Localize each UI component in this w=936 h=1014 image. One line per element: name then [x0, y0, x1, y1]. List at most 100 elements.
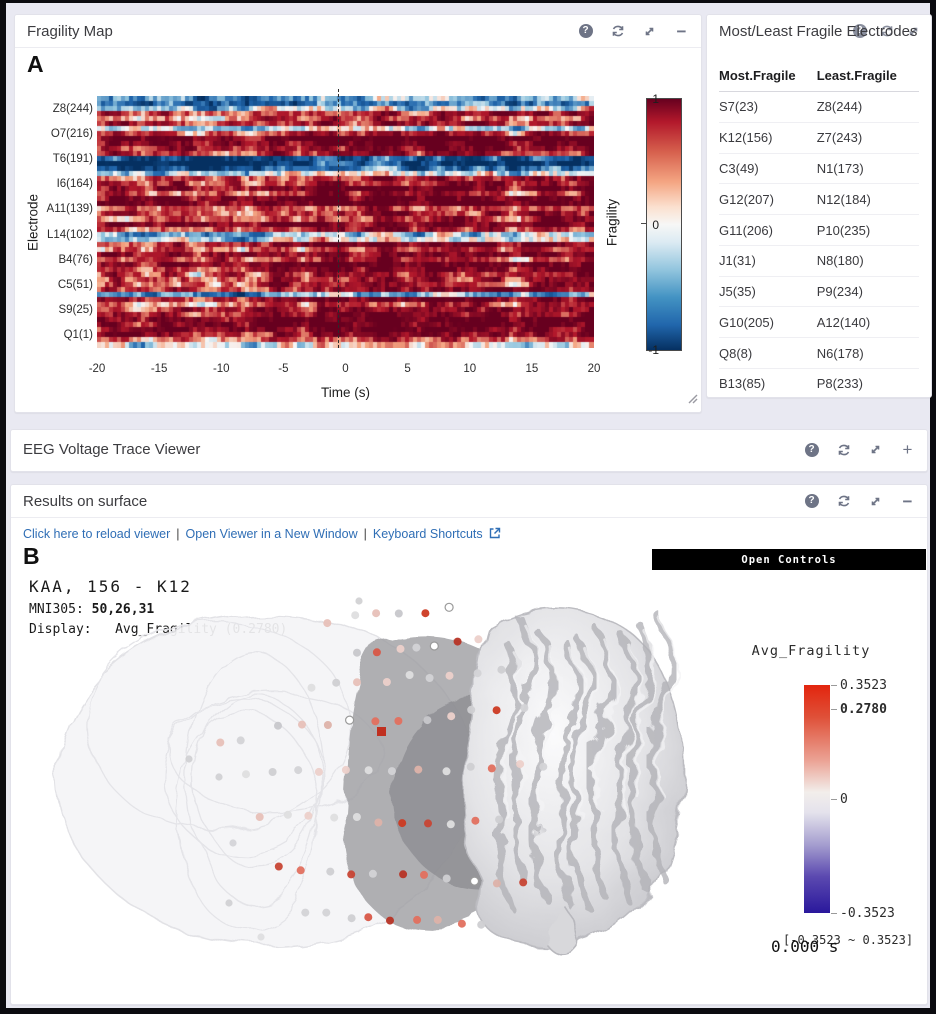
- table-row[interactable]: G12(207) N12(184): [719, 183, 919, 216]
- link-separator: |: [176, 527, 180, 541]
- eeg-viewer-header: EEG Voltage Trace Viewer ? +: [11, 430, 927, 469]
- table-row[interactable]: S7(23) Z8(244): [719, 91, 919, 123]
- resize-grip-icon[interactable]: [686, 392, 699, 410]
- least-fragile-cell: N1(173): [816, 153, 919, 185]
- colorbar-tick-label: 0: [652, 217, 659, 232]
- fragility-map-header: Fragility Map ? −: [15, 15, 701, 48]
- most-fragile-cell: K12(156): [719, 122, 817, 154]
- x-tick-label: 20: [587, 363, 601, 375]
- table-row[interactable]: J1(31) N8(180): [719, 245, 919, 277]
- most-fragile-cell: G12(207): [719, 183, 817, 216]
- table-row[interactable]: G10(205) A12(140): [719, 306, 919, 339]
- heatmap-y-axis-title: Electrode: [25, 193, 41, 252]
- open-panel-icon[interactable]: +: [902, 440, 913, 459]
- most-fragile-cell: Q8(8): [719, 337, 817, 370]
- expand-icon[interactable]: [906, 24, 921, 39]
- x-tick-label: 5: [404, 363, 411, 375]
- fragility-heatmap[interactable]: [97, 96, 594, 348]
- collapse-icon[interactable]: −: [902, 491, 913, 511]
- fragility-map-toolbar: ? −: [578, 15, 689, 47]
- section-label-a: A: [27, 51, 44, 77]
- surface-results-title: Results on surface: [23, 492, 148, 510]
- most-fragile-cell: B13(85): [719, 376, 766, 392]
- electrode-table-panel: ? Most/Least Fragile Electrodes Most.Fra…: [706, 14, 932, 398]
- y-tick-label: I6(164): [56, 178, 93, 191]
- brain-3d-viewer[interactable]: [29, 581, 691, 963]
- table-row[interactable]: J5(35) P9(234): [719, 276, 919, 308]
- surface-colorbar-tick-label: 0.3523: [840, 678, 887, 693]
- y-tick-label: L14(102): [46, 228, 93, 241]
- surface-colorbar-title: Avg_Fragility: [751, 643, 871, 659]
- table-row[interactable]: C3(49) N1(173): [719, 153, 919, 185]
- surface-colorbar-tick-label: 0.2780: [840, 702, 887, 717]
- collapse-icon[interactable]: −: [676, 21, 687, 41]
- fragile-electrodes-table: Most.Fragile Least.Fragile S7(23) Z8(244)…: [719, 61, 919, 399]
- colorbar-zero-tick: [641, 223, 646, 224]
- most-fragile-cell: G11(206): [719, 214, 817, 246]
- x-tick-label: -15: [150, 363, 168, 375]
- time-indicator: 0.000 s: [771, 937, 839, 956]
- surface-results-toolbar: ? −: [804, 485, 915, 517]
- fragility-map-title: Fragility Map: [27, 22, 113, 40]
- event-zero-line: [338, 89, 340, 348]
- electrode-table-header: ? Most/Least Fragile Electrodes: [707, 15, 931, 47]
- help-icon[interactable]: ?: [804, 494, 819, 509]
- least-fragile-cell: N6(178): [816, 337, 919, 370]
- y-tick-label: T6(191): [52, 153, 93, 165]
- refresh-icon[interactable]: [879, 24, 894, 39]
- y-tick-label: Q1(1): [63, 329, 93, 342]
- x-tick-label: -10: [212, 363, 230, 375]
- fragility-colorbar-label: Fragility: [604, 198, 620, 247]
- colorbar-tick-label: -1: [648, 343, 659, 357]
- keyboard-shortcuts-link[interactable]: Keyboard Shortcuts: [372, 527, 483, 541]
- help-icon[interactable]: ?: [578, 24, 593, 39]
- electrode-table-toolbar: ?: [852, 15, 921, 47]
- surface-colorbar-tick-label: 0: [840, 792, 848, 807]
- colorbar-range-text: [-0.3523 ~ 0.3523]: [783, 933, 914, 947]
- least-fragile-cell: A12(140): [816, 306, 919, 339]
- least-fragile-cell: P8(233): [816, 376, 863, 392]
- cortical-surface: [460, 604, 683, 956]
- expand-icon[interactable]: [868, 494, 883, 509]
- refresh-icon[interactable]: [836, 442, 851, 457]
- fragility-colorbar: [646, 98, 682, 351]
- mni-coordinates: MNI305: 50,26,31: [29, 602, 154, 617]
- most-fragile-cell: C3(49): [719, 153, 817, 185]
- electrode-dots[interactable]: [185, 597, 548, 941]
- help-icon[interactable]: ?: [804, 442, 819, 457]
- surface-colorbar-tick: [831, 685, 837, 686]
- y-tick-label: Z8(244): [52, 102, 93, 115]
- x-tick-label: -20: [88, 363, 106, 375]
- help-icon[interactable]: ?: [852, 24, 867, 39]
- heatmap-plot-area: [97, 89, 594, 348]
- x-tick-label: 10: [463, 363, 477, 375]
- y-tick-label: B4(76): [58, 253, 93, 266]
- refresh-icon[interactable]: [610, 24, 625, 39]
- expand-icon[interactable]: [642, 24, 657, 39]
- open-new-window-link[interactable]: Open Viewer in a New Window: [185, 527, 358, 541]
- table-row[interactable]: B13(85) P8(233): [719, 369, 919, 399]
- y-tick-label: O7(216): [50, 127, 93, 140]
- table-row[interactable]: K12(156) Z7(243): [719, 122, 919, 154]
- surface-colorbar-tick: [831, 913, 837, 914]
- open-controls-button[interactable]: Open Controls: [652, 549, 926, 570]
- least-fragile-cell: N12(184): [816, 183, 919, 216]
- table-row[interactable]: G11(206) P10(235): [719, 214, 919, 246]
- link-separator: |: [363, 527, 367, 541]
- surface-results-panel: Results on surface ? − Click here to rel…: [10, 484, 928, 1005]
- expand-icon[interactable]: [868, 442, 883, 457]
- table-row[interactable]: Q8(8) N6(178): [719, 337, 919, 370]
- fragility-map-panel: Fragility Map ? − A Z8(244) O7(216) T6(191…: [14, 14, 702, 413]
- most-fragile-cell: J5(35): [719, 276, 817, 308]
- refresh-icon[interactable]: [836, 494, 851, 509]
- least-fragile-cell: Z7(243): [816, 122, 919, 154]
- reload-viewer-link[interactable]: Click here to reload viewer: [23, 527, 171, 541]
- col-least-fragile: Least.Fragile: [816, 61, 919, 92]
- mni-label: MNI305:: [29, 602, 84, 617]
- electrode-table-title: Most/Least Fragile Electrodes: [719, 22, 918, 40]
- surface-colorbar-tick: [831, 709, 837, 710]
- y-tick-label: A11(139): [46, 203, 93, 216]
- most-fragile-cell: J1(31): [719, 245, 817, 277]
- x-tick-label: 0: [342, 363, 349, 375]
- x-tick-label: -5: [278, 363, 289, 375]
